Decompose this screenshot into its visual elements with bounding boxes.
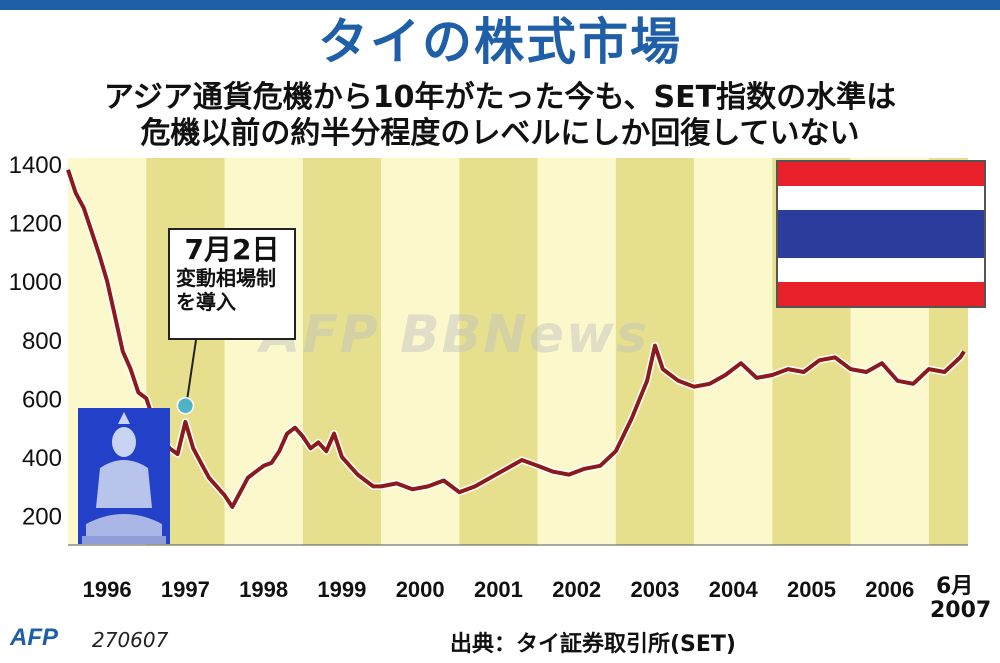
annotation-box: 7月2日 変動相場制 を導入 bbox=[168, 228, 296, 340]
event-marker bbox=[176, 396, 195, 415]
thai-flag bbox=[776, 160, 986, 308]
x-tick-label: 2003 bbox=[630, 577, 679, 602]
flag-stripe bbox=[778, 258, 984, 282]
end-year-label: 2007 bbox=[930, 598, 992, 623]
x-tick-label: 1997 bbox=[161, 577, 210, 602]
y-tick-label: 1200 bbox=[9, 211, 62, 238]
flag-stripe bbox=[778, 209, 984, 259]
annotation-title: 7月2日 bbox=[184, 233, 280, 266]
x-tick-label: 1996 bbox=[83, 577, 132, 602]
source-credit: 出典：タイ証券取引所(SET) bbox=[450, 632, 736, 657]
subtitle-line-2: 危機以前の約半分程度のレベルにしか回復していない bbox=[140, 116, 860, 151]
year-band bbox=[459, 158, 538, 545]
buddha-image bbox=[78, 408, 170, 544]
flag-stripe bbox=[778, 186, 984, 210]
x-tick-label: 2001 bbox=[474, 577, 523, 602]
x-tick-label: 2000 bbox=[396, 577, 445, 602]
x-tick-label: 2004 bbox=[709, 577, 759, 602]
annotation-line-2: を導入 bbox=[176, 290, 236, 314]
end-month-label: 6月 bbox=[936, 574, 974, 599]
y-tick-label: 600 bbox=[22, 386, 62, 413]
y-tick-label: 800 bbox=[22, 328, 62, 355]
year-band bbox=[537, 158, 616, 545]
footer-code: 270607 bbox=[92, 628, 169, 652]
x-tick-label: 1998 bbox=[239, 577, 288, 602]
year-band bbox=[694, 158, 773, 545]
top-accent-bar bbox=[0, 0, 1000, 10]
x-tick-label: 1999 bbox=[317, 577, 366, 602]
y-tick-label: 1400 bbox=[9, 152, 62, 179]
page-title: タイの株式市場 bbox=[318, 13, 682, 71]
flag-stripe bbox=[778, 162, 984, 187]
afp-logo: AFP bbox=[10, 624, 58, 651]
watermark: AFP BBNews bbox=[260, 305, 650, 365]
x-tick-label: 2005 bbox=[787, 577, 836, 602]
y-tick-label: 1000 bbox=[9, 269, 62, 296]
annotation-pointer bbox=[186, 339, 197, 398]
flag-stripe bbox=[778, 281, 984, 306]
y-axis-ticks: 200 400 600 800 1000 1200 1400 bbox=[9, 152, 62, 531]
annotation-line-1: 変動相場制 bbox=[176, 266, 276, 290]
series-line bbox=[66, 169, 966, 509]
y-tick-label: 200 bbox=[22, 504, 62, 531]
buddha-icon bbox=[78, 408, 170, 544]
x-axis-ticks: 1996 1997 1998 1999 2000 2001 2002 2003 2004 2005… bbox=[83, 577, 915, 602]
x-tick-label: 2002 bbox=[552, 577, 601, 602]
year-band bbox=[224, 158, 303, 545]
subtitle-line-1: アジア通貨危機から10年がたった今も、SET指数の水準は bbox=[103, 80, 897, 115]
x-tick-label: 2006 bbox=[865, 577, 914, 602]
y-tick-label: 400 bbox=[22, 445, 62, 472]
